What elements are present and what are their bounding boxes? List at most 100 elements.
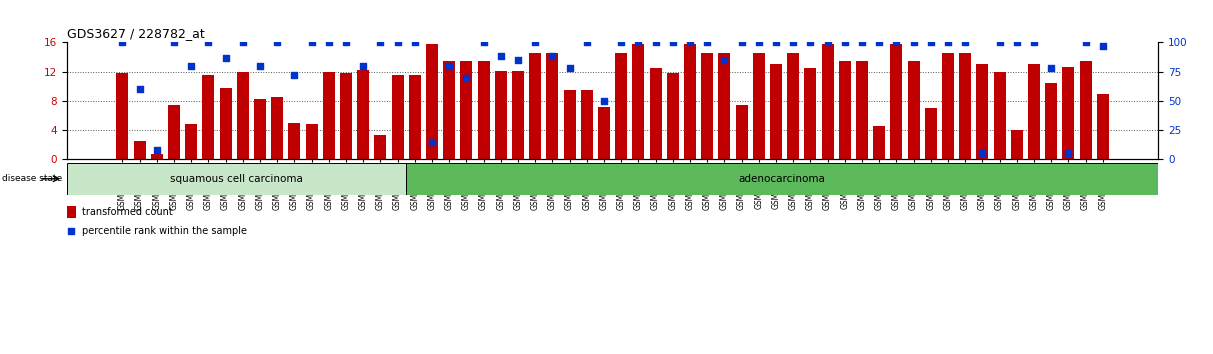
Point xyxy=(371,40,391,45)
Point xyxy=(611,40,631,45)
Text: squamous cell carcinoma: squamous cell carcinoma xyxy=(170,174,302,184)
Point xyxy=(664,40,683,45)
Bar xyxy=(529,53,541,159)
Point xyxy=(1042,65,1061,71)
Point xyxy=(267,40,286,45)
Bar xyxy=(272,97,283,159)
Point xyxy=(714,57,734,63)
Point xyxy=(233,40,252,45)
Point xyxy=(130,86,149,92)
Bar xyxy=(461,61,472,159)
Text: GDS3627 / 228782_at: GDS3627 / 228782_at xyxy=(67,27,205,40)
Point xyxy=(302,40,321,45)
Point xyxy=(1059,150,1078,156)
Bar xyxy=(684,44,696,159)
Point xyxy=(904,40,923,45)
Bar xyxy=(116,73,129,159)
Point xyxy=(835,40,854,45)
Bar xyxy=(443,61,455,159)
Bar xyxy=(1080,61,1092,159)
Bar xyxy=(323,72,335,159)
Bar xyxy=(340,73,352,159)
Bar xyxy=(133,141,146,159)
Point xyxy=(628,40,648,45)
Point xyxy=(199,40,218,45)
Bar xyxy=(478,61,490,159)
Text: adenocarcinoma: adenocarcinoma xyxy=(739,174,825,184)
Bar xyxy=(1097,93,1109,159)
Bar xyxy=(615,53,627,159)
Bar xyxy=(167,104,180,159)
Point xyxy=(164,40,183,45)
Point xyxy=(853,40,872,45)
Point xyxy=(508,57,528,63)
Bar xyxy=(1010,130,1023,159)
Point xyxy=(577,40,597,45)
Point xyxy=(62,228,81,233)
Bar xyxy=(838,61,850,159)
Point xyxy=(542,54,562,59)
Point xyxy=(405,40,425,45)
Text: transformed count: transformed count xyxy=(82,207,172,217)
Point xyxy=(113,40,132,45)
Bar xyxy=(993,72,1006,159)
Bar xyxy=(289,123,301,159)
Bar xyxy=(718,53,730,159)
Bar xyxy=(959,53,972,159)
Bar xyxy=(203,75,215,159)
Bar xyxy=(787,53,799,159)
Point xyxy=(491,54,511,59)
Bar xyxy=(306,124,318,159)
Bar xyxy=(426,44,438,159)
Bar xyxy=(890,44,902,159)
Bar xyxy=(375,135,387,159)
Text: disease state: disease state xyxy=(2,174,63,183)
Point xyxy=(767,40,786,45)
Bar xyxy=(598,107,610,159)
Bar xyxy=(856,61,869,159)
Bar xyxy=(770,64,782,159)
Bar xyxy=(1063,67,1075,159)
Bar xyxy=(581,90,593,159)
Bar xyxy=(976,64,989,159)
Point xyxy=(285,72,304,78)
Point xyxy=(750,40,769,45)
Point xyxy=(182,63,201,69)
Bar xyxy=(220,88,232,159)
Bar xyxy=(237,72,249,159)
Bar xyxy=(924,108,936,159)
Point xyxy=(560,65,580,71)
Point xyxy=(525,40,545,45)
Bar xyxy=(150,154,163,159)
Bar xyxy=(405,163,1158,195)
Point xyxy=(697,40,717,45)
Bar xyxy=(907,61,919,159)
Point xyxy=(939,40,958,45)
Point xyxy=(1024,40,1043,45)
Point xyxy=(594,98,614,104)
Bar xyxy=(357,70,369,159)
Bar xyxy=(821,44,833,159)
Point xyxy=(439,63,459,69)
Point xyxy=(1007,40,1026,45)
Point xyxy=(784,40,803,45)
Point xyxy=(1076,40,1095,45)
Bar xyxy=(546,53,558,159)
Point xyxy=(680,40,700,45)
Point xyxy=(216,55,235,61)
Point xyxy=(474,40,494,45)
Point xyxy=(353,63,372,69)
Bar xyxy=(1027,64,1040,159)
Text: percentile rank within the sample: percentile rank within the sample xyxy=(82,225,247,236)
Bar xyxy=(873,126,885,159)
Point xyxy=(731,40,751,45)
Bar xyxy=(512,71,524,159)
Bar xyxy=(701,53,713,159)
Point xyxy=(250,63,269,69)
Bar xyxy=(667,73,679,159)
Point xyxy=(336,40,355,45)
Point xyxy=(645,40,665,45)
Bar xyxy=(649,68,661,159)
Bar xyxy=(409,75,421,159)
Point xyxy=(456,75,475,80)
